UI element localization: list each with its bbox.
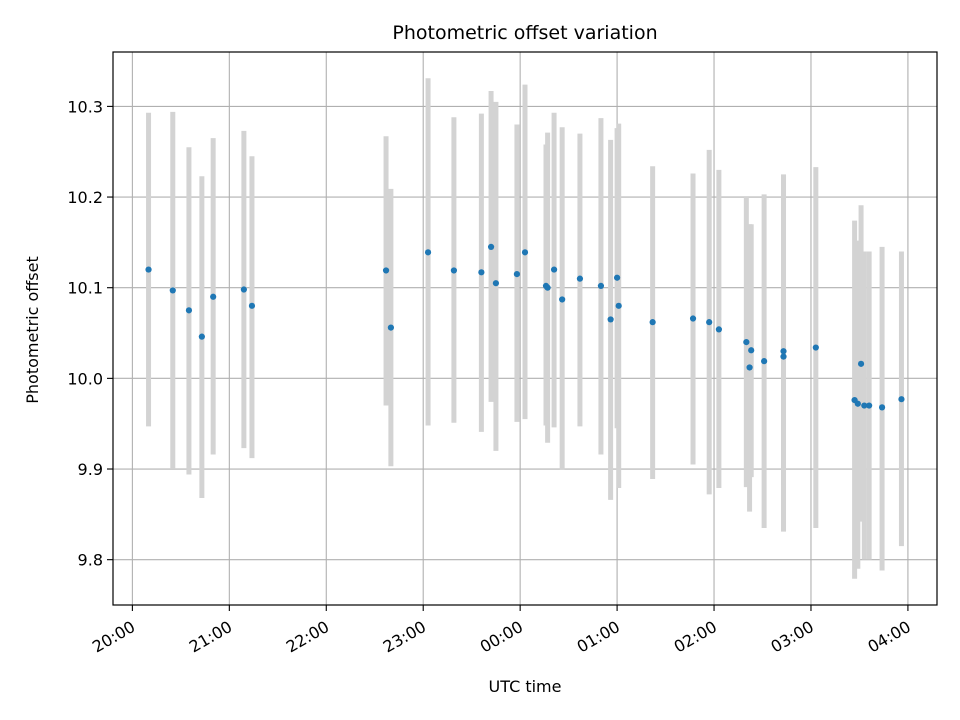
data-point xyxy=(169,287,176,294)
data-point xyxy=(613,274,621,281)
data-point xyxy=(748,347,755,354)
data-point xyxy=(743,338,750,346)
data-point xyxy=(240,286,247,293)
data-point xyxy=(492,280,500,287)
data-point xyxy=(210,293,217,300)
y-tick-label: 10.3 xyxy=(67,97,103,116)
y-tick-label: 10.2 xyxy=(67,188,103,207)
data-point xyxy=(866,402,873,409)
y-axis-label: Photometric offset xyxy=(23,256,42,404)
data-point xyxy=(615,302,622,309)
data-point xyxy=(521,249,529,256)
data-point xyxy=(450,267,458,274)
data-point xyxy=(382,267,390,274)
data-point xyxy=(857,360,865,367)
data-point xyxy=(248,302,256,309)
data-point xyxy=(387,324,394,331)
data-point xyxy=(861,402,868,409)
data-point xyxy=(597,282,605,289)
data-point xyxy=(812,344,819,351)
data-point xyxy=(544,284,551,291)
data-point xyxy=(780,348,787,355)
data-point xyxy=(550,266,558,273)
data-point xyxy=(487,243,495,251)
data-point xyxy=(559,296,566,303)
data-point xyxy=(854,400,861,407)
data-point xyxy=(878,404,886,411)
y-axis-ticks: 9.8 9.9 10.0 10.1 10.2 10.3 xyxy=(67,97,113,570)
data-point xyxy=(576,275,584,282)
data-point xyxy=(607,316,614,323)
data-points xyxy=(145,243,905,411)
data-point xyxy=(746,364,753,371)
data-point xyxy=(649,319,656,326)
data-point xyxy=(185,307,193,314)
y-tick-label: 10.0 xyxy=(67,369,103,388)
plot-area-frame xyxy=(112,51,938,606)
y-tick-label: 9.8 xyxy=(78,551,103,570)
data-point xyxy=(761,358,768,365)
data-point xyxy=(478,269,485,276)
data-point xyxy=(513,271,521,278)
data-point xyxy=(198,333,205,340)
data-point xyxy=(689,315,697,322)
data-point xyxy=(780,353,787,360)
y-tick-label: 9.9 xyxy=(78,460,103,479)
data-point xyxy=(898,396,905,403)
x-axis-label: UTC time xyxy=(489,677,562,696)
data-point xyxy=(715,326,722,333)
y-tick-label: 10.1 xyxy=(67,279,103,298)
data-point xyxy=(424,249,432,256)
chart-title: Photometric offset variation xyxy=(392,22,657,44)
data-point xyxy=(145,266,152,273)
data-point xyxy=(706,319,713,326)
